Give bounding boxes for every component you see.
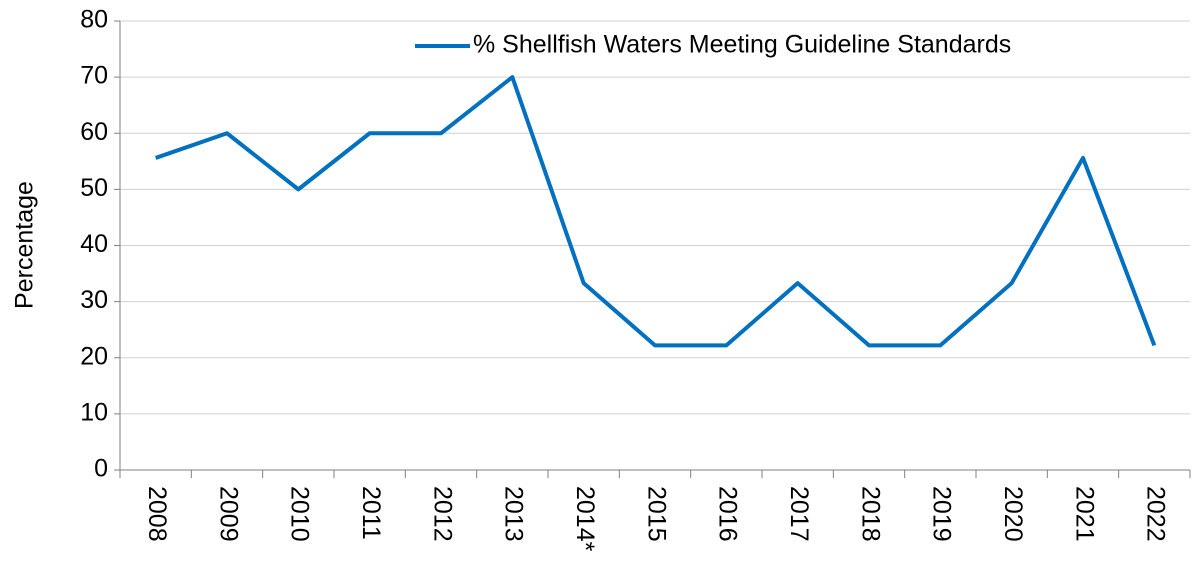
- y-tick-label: 40: [80, 230, 108, 258]
- y-tick-label: 10: [80, 398, 108, 426]
- x-tick-label: 2014*: [571, 486, 599, 552]
- y-tick-label: 30: [80, 286, 108, 314]
- x-tick-label: 2011: [357, 486, 385, 540]
- y-tick-label: 80: [80, 6, 108, 34]
- y-tick-label: 70: [80, 62, 108, 90]
- x-tick-label: 2020: [999, 486, 1027, 542]
- y-axis-title: Percentage: [11, 181, 39, 309]
- x-tick-label: 2008: [143, 486, 171, 542]
- x-tick-label: 2021: [1070, 486, 1098, 542]
- x-tick-label: 2013: [500, 486, 528, 542]
- x-tick-label: 2009: [214, 486, 242, 542]
- legend-label: % Shellfish Waters Meeting Guideline Sta…: [473, 31, 1011, 59]
- x-tick-label: 2016: [714, 486, 742, 542]
- data-line: [155, 75, 1157, 348]
- x-tick-label: 2018: [856, 486, 884, 542]
- x-tick-label: 2010: [286, 486, 314, 542]
- x-tick-label: 2022: [1142, 486, 1170, 542]
- x-tick-label: 2015: [642, 486, 670, 542]
- y-tick-label: 60: [80, 118, 108, 146]
- x-tick-label: 2017: [785, 486, 813, 542]
- x-tick-label: 2019: [928, 486, 956, 542]
- x-tick-label: 2012: [428, 486, 456, 542]
- y-tick-label: 20: [80, 342, 108, 370]
- y-tick-label: 50: [80, 174, 108, 202]
- y-tick-label: 0: [94, 455, 108, 483]
